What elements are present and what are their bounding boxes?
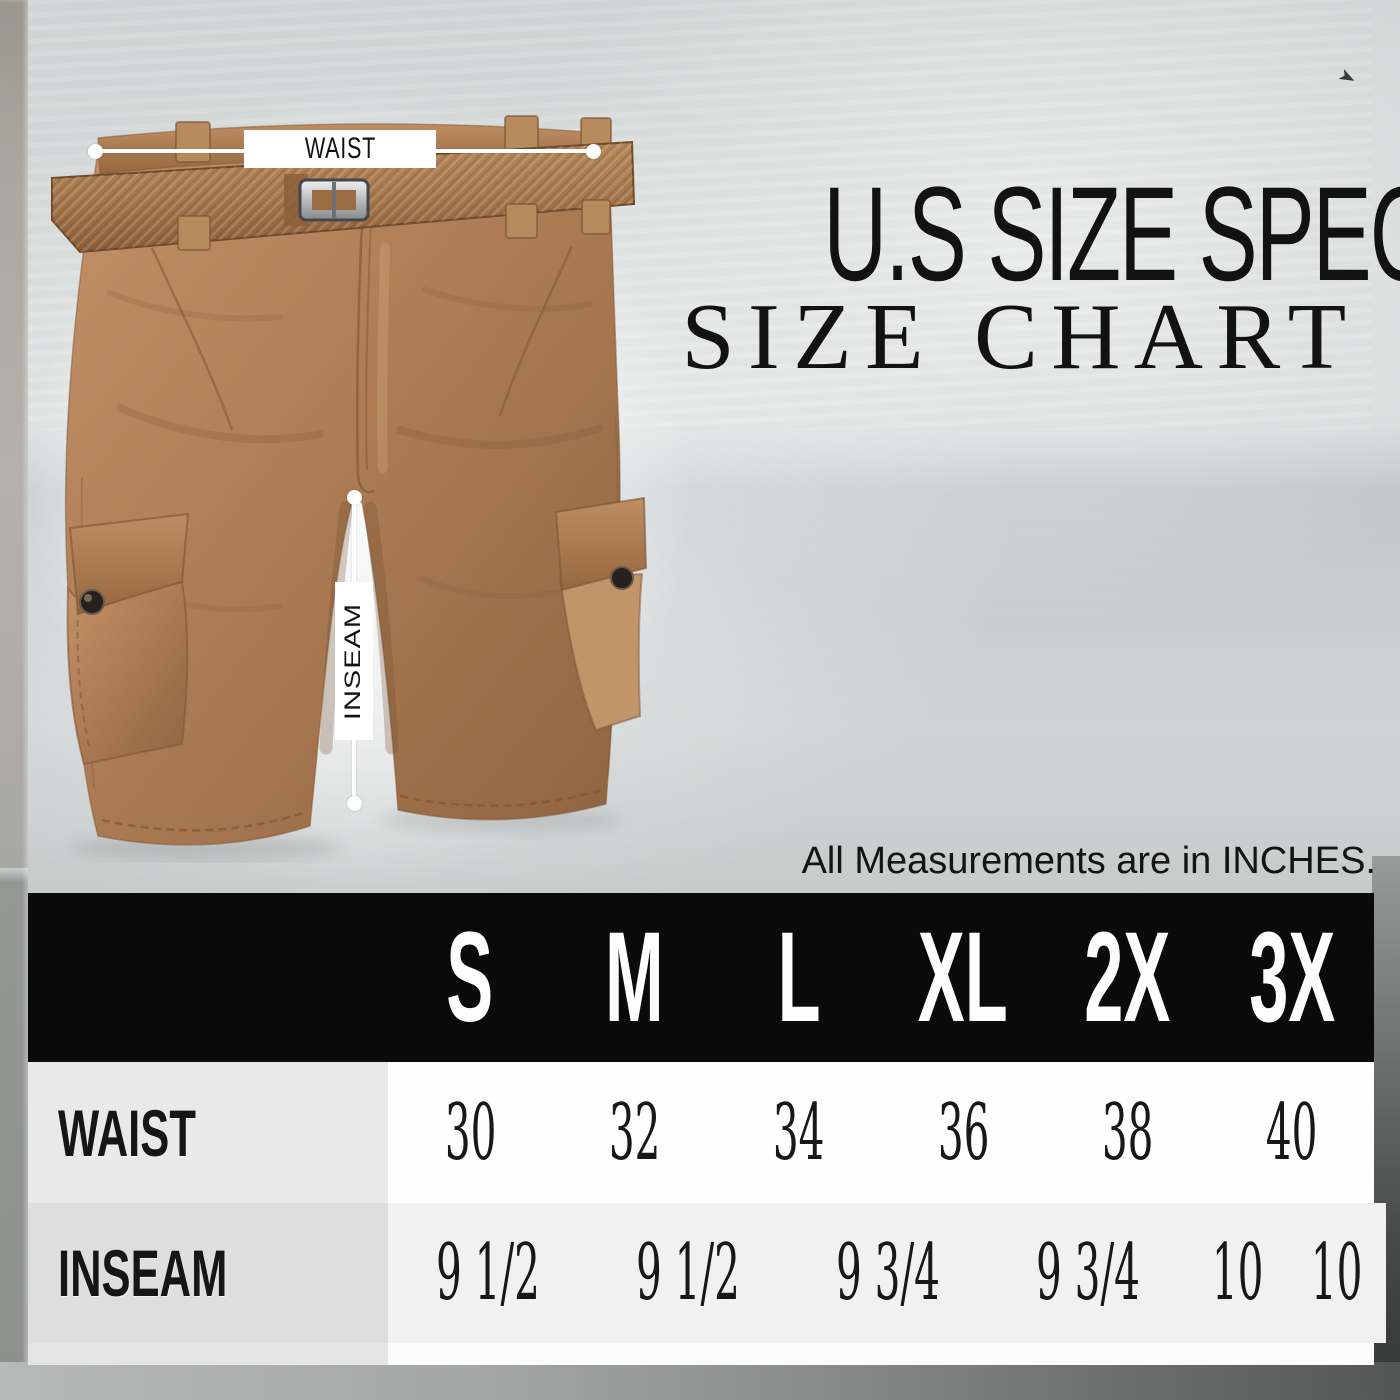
background-bottom-strip	[0, 1362, 1400, 1400]
inseam-value-m: 9 1/2	[587, 1203, 788, 1343]
waist-value-xl: 36	[880, 1062, 1046, 1203]
waist-measure-label: WAIST	[244, 130, 436, 168]
table-row-inseam: INSEAM 9 1/2 9 1/2 9 3/4 9 3/4 10 10	[28, 1203, 1387, 1343]
cargo-shorts-illustration	[51, 115, 648, 861]
column-header-3x: 3X	[1248, 905, 1335, 1049]
inseam-value-l: 9 3/4	[787, 1203, 988, 1343]
column-header-xl: XL	[918, 905, 1009, 1049]
column-header-m: M	[605, 905, 664, 1049]
column-header-2x: 2X	[1084, 905, 1171, 1049]
background-left-edge	[0, 0, 28, 1400]
size-table-corner-cell	[28, 893, 388, 1062]
title-line2: SIZE CHART	[680, 285, 1360, 389]
row-label-waist: WAIST	[28, 1062, 388, 1203]
waist-value-s: 30	[388, 1062, 553, 1203]
measurements-note: All Measurements are in INCHES.	[801, 840, 1376, 882]
waist-dot-right	[586, 144, 601, 159]
waist-value-m: 32	[552, 1062, 717, 1203]
header: U.S SIZE SPECS SIZE CHART	[652, 160, 1400, 389]
inseam-measure-label: INSEAM	[335, 582, 373, 740]
size-table-footer-strip	[28, 1343, 1374, 1365]
size-table: S M L XL 2X 3X WAIST 30 32 34 36 38 40 I…	[28, 893, 1387, 1365]
inseam-value-2x: 10	[1187, 1203, 1288, 1343]
waist-value-3x: 40	[1209, 1062, 1374, 1203]
title-line1: U.S SIZE SPECS	[823, 160, 1400, 309]
table-row-waist: WAIST 30 32 34 36 38 40	[28, 1062, 1374, 1203]
waist-value-2x: 38	[1045, 1062, 1210, 1203]
inseam-value-s: 9 1/2	[388, 1203, 588, 1343]
inseam-dot-top	[347, 490, 362, 505]
waist-dot-left	[88, 144, 103, 159]
column-header-l: L	[777, 905, 821, 1049]
inseam-label-text: INSEAM	[341, 602, 366, 720]
inseam-dot-bottom	[347, 796, 362, 811]
row-label-inseam: INSEAM	[28, 1203, 388, 1343]
waist-label-text: WAIST	[304, 132, 376, 165]
product-photo-shorts: WAIST INSEAM	[40, 108, 650, 863]
inseam-value-3x: 10	[1287, 1203, 1387, 1343]
inseam-value-xl: 9 3/4	[987, 1203, 1188, 1343]
waist-value-l: 34	[716, 1062, 881, 1203]
column-header-s: S	[446, 905, 494, 1049]
size-table-header-row: S M L XL 2X 3X	[28, 893, 1374, 1062]
